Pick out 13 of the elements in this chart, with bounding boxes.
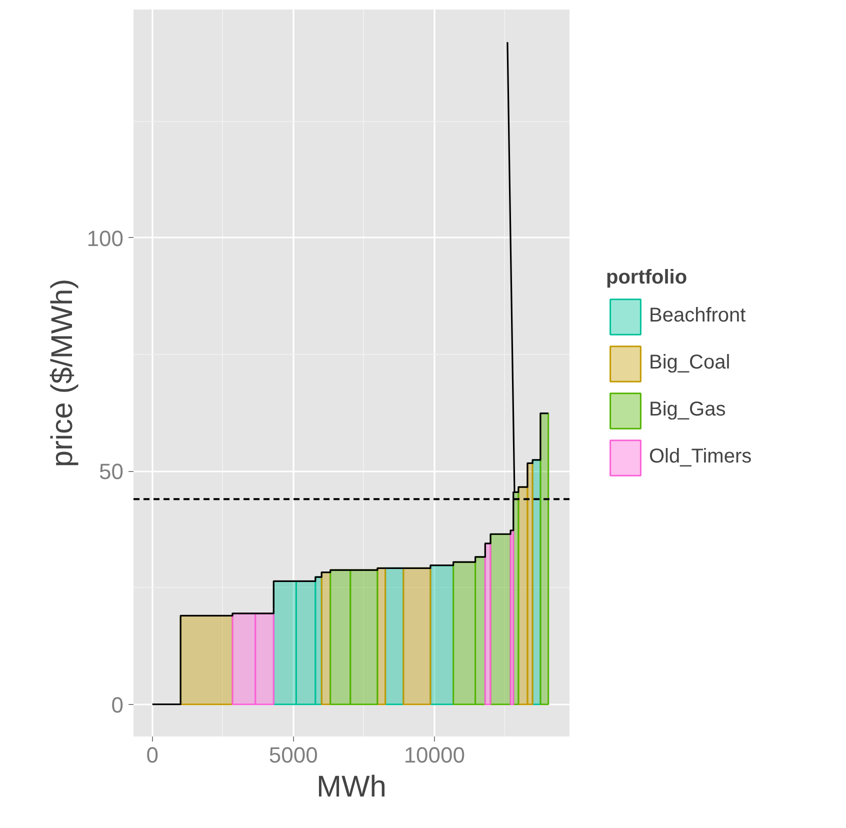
x-axis-title: MWh [316,770,387,804]
x-tick-label: 5000 [268,742,318,768]
y-axis-title: price ($/MWh) [46,278,79,468]
legend-label: Big_Coal [649,352,730,374]
y-tick-label: 0 [111,692,124,718]
x-tick-label: 0 [146,742,159,768]
legend-label: Old_Timers [649,446,752,468]
legend-title: portfolio [606,266,688,289]
y-tick-label: 100 [86,226,124,251]
y-tick-label: 50 [99,459,124,484]
legend-label: Beachfront [649,304,746,328]
x-tick-label: 10000 [404,742,466,768]
legend-label: Big_Gas [649,398,726,422]
